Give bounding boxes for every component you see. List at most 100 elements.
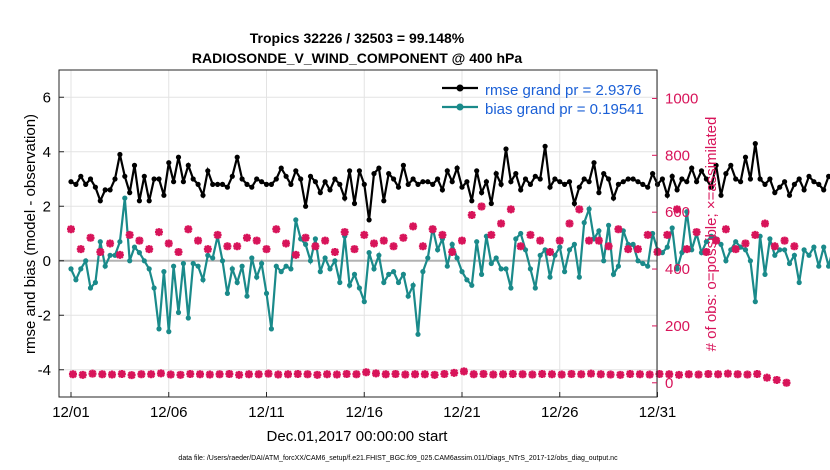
y-right-tick-label-1: 200 <box>665 318 690 335</box>
series-1-point-77 <box>444 263 450 269</box>
series-2-point-17 <box>233 242 242 251</box>
series-2-point-18 <box>242 233 251 242</box>
series-0-point-139 <box>747 176 754 182</box>
series-0-point-122 <box>664 192 670 198</box>
series-3-point-60 <box>655 369 664 378</box>
series-0-point-152 <box>811 179 817 185</box>
series-2-point-19 <box>252 236 261 245</box>
series-1-point-92 <box>518 230 524 237</box>
series-2-point-66 <box>712 236 721 245</box>
series-1-point-52 <box>322 255 328 261</box>
series-0-point-127 <box>689 165 695 171</box>
series-1-point-41 <box>268 326 274 332</box>
series-2-point-20 <box>262 245 271 254</box>
series-0-point-54 <box>332 176 338 182</box>
series-1-point-18 <box>156 326 162 332</box>
series-1-point-100 <box>557 244 563 250</box>
x-tick-label-6: 12/31 <box>639 404 677 421</box>
series-0-point-14 <box>136 198 142 204</box>
series-1-point-27 <box>200 277 206 283</box>
y-right-tick-label-4: 800 <box>665 147 690 164</box>
series-0-point-55 <box>337 181 343 187</box>
series-1-point-147 <box>786 260 793 267</box>
series-0-point-2 <box>78 173 84 179</box>
series-0-point-3 <box>83 181 89 187</box>
series-2-point-39 <box>448 247 457 256</box>
series-0-point-94 <box>527 181 534 187</box>
series-3-point-5 <box>117 369 126 378</box>
series-1-point-19 <box>161 269 167 275</box>
series-0-point-18 <box>156 176 162 182</box>
series-0-point-105 <box>581 176 587 182</box>
series-2-point-31 <box>370 239 379 248</box>
series-1-point-94 <box>527 266 534 272</box>
series-1-point-22 <box>175 309 182 316</box>
series-3-point-9 <box>156 369 165 378</box>
series-0-point-73 <box>425 179 431 185</box>
series-1-point-6 <box>97 239 103 245</box>
series-1-point-43 <box>278 269 284 275</box>
series-1-point-2 <box>78 266 84 272</box>
series-0-point-48 <box>303 203 309 209</box>
series-1-point-143 <box>767 236 773 242</box>
series-0-point-145 <box>777 184 783 190</box>
series-3-point-11 <box>176 370 185 379</box>
series-1-point-154 <box>821 244 827 250</box>
series-3-point-66 <box>714 370 723 379</box>
series-1-point-115 <box>630 241 636 247</box>
series-1-point-80 <box>459 269 465 275</box>
y-axis-right: 0 200 400 600 800 1000 <box>652 90 698 392</box>
series-2-point-33 <box>389 242 398 251</box>
series-2-point-59 <box>643 230 652 239</box>
series-1-point-68 <box>400 271 406 277</box>
series-1-point-116 <box>635 258 641 264</box>
series-2-point-70 <box>751 230 760 239</box>
series-0-point-83 <box>474 168 480 174</box>
series-1-point-86 <box>488 260 494 267</box>
series-0-point-117 <box>640 181 646 187</box>
series-1-point-95 <box>532 285 538 291</box>
series-0-point-16 <box>146 198 152 204</box>
series-1-point-63 <box>376 252 382 258</box>
series-1-point-50 <box>312 236 318 242</box>
series-0-point-129 <box>698 168 705 174</box>
series-2-point-48 <box>536 236 545 245</box>
series-2-point-57 <box>624 245 633 254</box>
series-0-point-96 <box>537 176 543 182</box>
series-2-point-6 <box>125 230 134 239</box>
series-3-point-2 <box>88 369 97 378</box>
series-2-point-0 <box>67 225 75 234</box>
series-0-point-98 <box>547 184 553 190</box>
series-1-point-81 <box>464 277 470 283</box>
series-2-point-40 <box>458 236 466 245</box>
series-3-point-6 <box>127 371 136 380</box>
y-right-tick-label-2: 400 <box>665 261 690 278</box>
series-3-point-42 <box>479 369 488 378</box>
series-2-point-8 <box>145 245 154 254</box>
series-0-point-43 <box>278 165 284 171</box>
series-2-point-28 <box>340 228 349 237</box>
series-3-point-26 <box>323 370 332 379</box>
series-3-point-51 <box>567 369 576 378</box>
series-1-point-139 <box>747 258 754 264</box>
series-1-point-103 <box>571 241 578 247</box>
series-1-point-38 <box>254 274 260 280</box>
series-1-point-61 <box>366 250 372 256</box>
series-0-point-136 <box>733 176 739 182</box>
series-0-point-10 <box>117 151 123 158</box>
series-0-point-131 <box>708 184 714 190</box>
series-2-point-58 <box>633 245 642 254</box>
series-0-point-85 <box>483 179 489 185</box>
legend-label-rmse: rmse grand pr = 2.9376 <box>485 82 641 99</box>
series-3-point-67 <box>723 369 732 378</box>
series-0-point-81 <box>464 179 470 185</box>
series-3-point-54 <box>596 370 605 379</box>
series-3-point-44 <box>499 370 508 379</box>
series-0-point-42 <box>273 176 279 182</box>
chart-title-line2: RADIOSONDE_V_WIND_COMPONENT @ 400 hPa <box>192 50 522 66</box>
series-0-point-23 <box>180 179 186 185</box>
series-0-point-134 <box>723 171 729 177</box>
series-1-point-138 <box>742 247 749 253</box>
series-0-point-37 <box>249 184 255 190</box>
series-0-point-121 <box>659 176 666 182</box>
